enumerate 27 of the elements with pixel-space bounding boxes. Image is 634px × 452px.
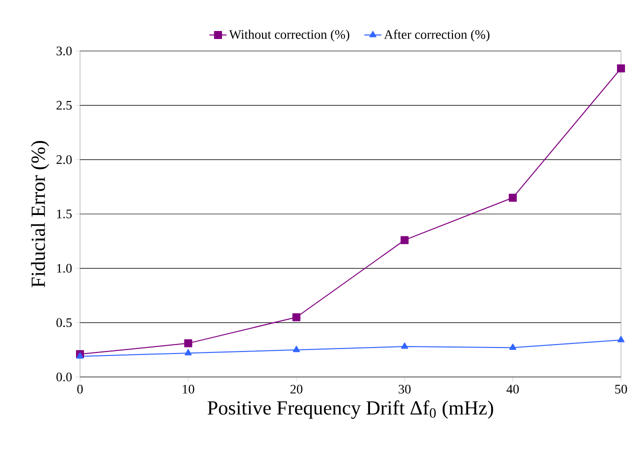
point xyxy=(616,64,625,72)
point xyxy=(617,336,625,342)
x-tick-label: 30 xyxy=(398,384,411,394)
point xyxy=(401,342,408,349)
legend-label: After correction (%) xyxy=(384,30,490,42)
point xyxy=(508,194,517,202)
y-tick-label: 2.5 xyxy=(56,100,72,110)
y-axis-title: Fiducial Error (%) xyxy=(30,141,50,288)
y-tick-label: 3.0 xyxy=(56,46,72,56)
legend-label: Without correction (%) xyxy=(229,30,350,42)
y-tick-label: 0.5 xyxy=(56,318,72,328)
x-tick-label: 10 xyxy=(182,384,194,394)
x-tick-label: 20 xyxy=(290,384,302,394)
x-axis-title: Positive Frequency Drift Δf$_{0}$ (mHz) xyxy=(208,400,494,419)
point xyxy=(184,339,192,348)
y-tick-label: 0.0 xyxy=(56,372,72,382)
y-tick-label: 1.5 xyxy=(57,210,72,218)
x-tick-label: 40 xyxy=(506,384,519,394)
point xyxy=(509,344,516,350)
point xyxy=(400,236,409,244)
point xyxy=(292,346,300,352)
y-tick-label: 1.0 xyxy=(57,264,72,273)
point xyxy=(184,349,192,356)
x-tick-label: 50 xyxy=(615,384,627,394)
y-tick-label: 2.0 xyxy=(56,155,72,164)
x-tick-label: 0 xyxy=(77,384,83,394)
point xyxy=(292,313,300,322)
